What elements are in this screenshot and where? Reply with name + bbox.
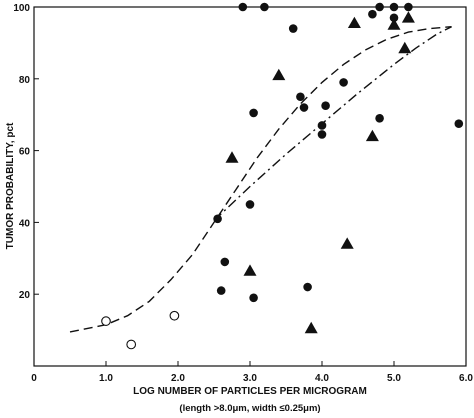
y-tick-label: 60: [19, 147, 31, 158]
filled-circle-point: [216, 286, 226, 295]
open-circle-point: [101, 316, 111, 326]
x-tick-label: 0: [31, 373, 37, 384]
filled-circle-point: [213, 214, 222, 224]
filled-circle-point: [339, 78, 348, 87]
filled-triangle-point: [401, 11, 415, 23]
filled-triangle-point: [347, 16, 361, 28]
filled-triangle-point: [398, 41, 412, 54]
filled-circle-point: [321, 101, 330, 111]
x-tick-label: 4.0: [315, 373, 329, 384]
x-tick-label: 5.0: [387, 373, 401, 384]
y-tick-label: 80: [19, 75, 31, 86]
filled-circle-point: [260, 2, 269, 12]
y-tick-label: 20: [19, 290, 31, 301]
filled-circle-point: [238, 2, 248, 12]
filled-triangle-point: [387, 18, 401, 30]
dash-dot-curve: [213, 26, 452, 222]
filled-circle-point: [375, 113, 384, 123]
x-axis-subtitle: (length >8.0μm, width ≤0.25μm): [179, 403, 320, 414]
filled-circle-point: [317, 130, 327, 139]
x-tick-label: 1.0: [99, 373, 113, 384]
filled-circle-point: [249, 293, 258, 303]
filled-circle-point: [454, 119, 464, 128]
y-tick-label: 100: [13, 3, 30, 14]
filled-circle-point: [368, 9, 377, 19]
filled-triangle-point: [272, 68, 286, 81]
filled-circle-point: [317, 121, 327, 130]
filled-triangle-point: [225, 151, 239, 163]
filled-circle-point: [220, 257, 230, 267]
x-tick-label: 2.0: [171, 373, 185, 384]
y-axis-title: TUMOR PROBABILITY, pct: [5, 122, 16, 249]
filled-circle-point: [249, 108, 258, 118]
filled-triangle-point: [365, 129, 379, 142]
filled-triangle-point: [340, 237, 354, 249]
filled-triangle-point: [304, 321, 318, 334]
x-axis-title: LOG NUMBER OF PARTICLES PER MICROGRAM: [133, 386, 367, 397]
curves-layer: [69, 26, 452, 333]
points-layer: [101, 2, 464, 350]
ticks-layer: 0 1.0 2.0 3.0 4.0 5.0 6.0 20 40 60 80 100: [13, 3, 473, 384]
filled-circle-point: [245, 200, 255, 209]
open-circle-point: [126, 339, 137, 350]
filled-circle-point: [303, 282, 312, 292]
x-tick-label: 6.0: [459, 373, 473, 384]
filled-circle-point: [288, 24, 298, 33]
filled-circle-point: [299, 103, 309, 112]
filled-circle-point: [375, 2, 384, 12]
filled-circle-point: [296, 92, 305, 102]
open-circle-point: [169, 310, 180, 321]
y-tick-label: 40: [19, 218, 31, 229]
x-tick-label: 3.0: [243, 373, 257, 384]
filled-circle-point: [389, 2, 399, 12]
dashed-curve: [69, 26, 452, 333]
filled-triangle-point: [243, 264, 257, 276]
filled-circle-point: [404, 2, 413, 12]
filled-circle-point: [389, 13, 399, 23]
